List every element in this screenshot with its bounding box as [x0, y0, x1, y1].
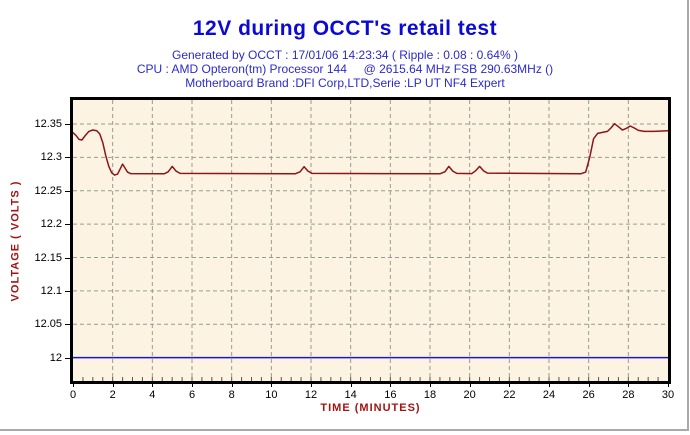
x-tick-label: 2 [109, 389, 116, 401]
y-tick-mark [65, 290, 70, 292]
x-tick-mark [271, 384, 273, 387]
x-tick-label: 26 [582, 389, 595, 401]
x-tick-mark [549, 384, 550, 387]
y-tick-label: 12.05 [34, 318, 62, 331]
y-axis-title-wrap: VOLTAGE ( VOLTS ) [2, 97, 28, 384]
x-tick-label: 10 [265, 389, 278, 401]
y-tick-label: 12.1 [40, 284, 62, 297]
x-tick-label: 30 [661, 389, 675, 401]
x-tick-mark [628, 384, 630, 387]
x-tick-label: 18 [423, 389, 437, 401]
x-tick-mark [311, 384, 312, 387]
subtitle-cpu-line: CPU : AMD Opteron(tm) Processor 144 @ 26… [136, 62, 554, 76]
x-tick-mark [390, 384, 392, 387]
x-tick-mark [192, 384, 193, 387]
x-tick-mark [588, 384, 590, 387]
x-tick-label: 20 [463, 389, 476, 401]
chart-subtitle-block: Generated by OCCT : 17/01/06 14:23:34 ( … [0, 48, 690, 90]
subtitle-generated-line: Generated by OCCT : 17/01/06 14:23:34 ( … [172, 48, 518, 62]
x-tick-label: 12 [304, 389, 318, 401]
x-tick-label: 22 [503, 389, 516, 401]
chart-title: 12V during OCCT's retail test [192, 17, 498, 40]
x-tick-label: 24 [542, 389, 556, 401]
y-tick-mark [65, 190, 70, 192]
subtitle-motherboard-line: Motherboard Brand :DFI Corp,LTD,Serie :L… [185, 76, 505, 90]
y-tick-label: 12.2 [40, 218, 62, 231]
x-tick-mark [112, 384, 114, 387]
x-tick-mark [430, 384, 431, 387]
y-tick-label: 12.25 [34, 184, 62, 197]
x-tick-mark [73, 384, 74, 387]
y-tick-mark [65, 257, 70, 259]
y-tick-mark [65, 124, 70, 126]
x-axis-title: TIME (MINUTES) [320, 402, 421, 414]
x-tick-mark [509, 384, 511, 387]
y-tick-label: 12 [49, 351, 62, 364]
x-tick-label: 28 [622, 389, 635, 401]
y-tick-label: 12.15 [34, 251, 62, 264]
y-tick-mark [65, 357, 70, 359]
voltage-curve [73, 122, 668, 176]
x-tick-label: 8 [228, 389, 235, 401]
x-tick-mark [231, 384, 233, 387]
x-tick-mark [350, 384, 352, 387]
y-tick-mark [65, 324, 70, 326]
x-tick-mark [469, 384, 471, 387]
window-right-edge [687, 0, 689, 431]
x-tick-label: 0 [69, 389, 77, 401]
voltage-line-chart [73, 100, 668, 381]
x-tick-label: 14 [344, 389, 357, 401]
y-tick-label: 12.35 [34, 118, 62, 131]
x-tick-label: 16 [384, 389, 397, 401]
y-tick-label: 12.3 [40, 151, 62, 164]
plot-area [70, 97, 671, 384]
x-tick-label: 4 [149, 389, 156, 401]
x-tick-label: 6 [188, 389, 196, 401]
y-axis-title: VOLTAGE ( VOLTS ) [9, 180, 22, 301]
y-tick-mark [65, 224, 70, 226]
window-bottom-edge [0, 429, 689, 431]
x-tick-mark [668, 384, 669, 387]
x-tick-mark [152, 384, 154, 387]
y-tick-mark [65, 157, 70, 159]
chart-header: 12V during OCCT's retail test Generated … [0, 16, 690, 90]
